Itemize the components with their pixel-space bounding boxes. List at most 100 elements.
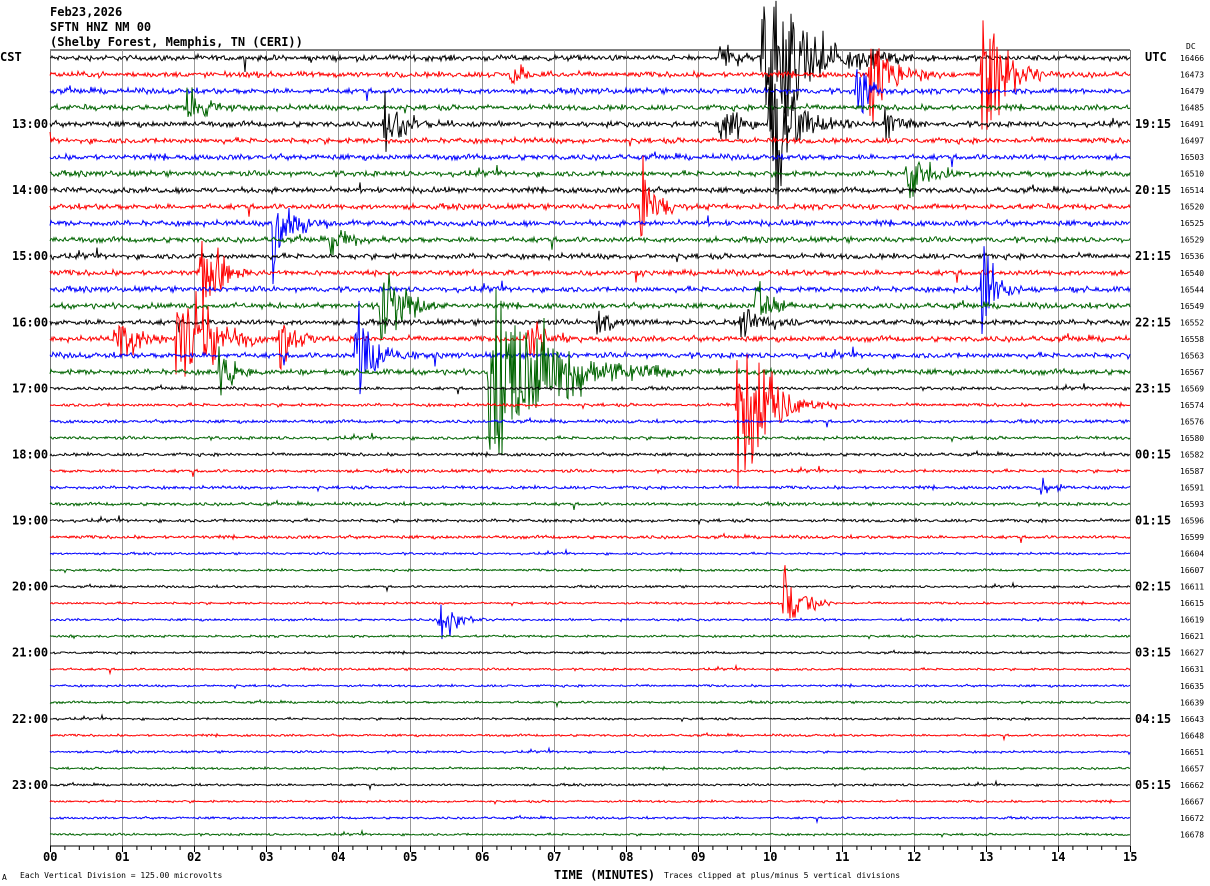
seismic-trace xyxy=(49,291,1131,377)
x-tick-label: 14 xyxy=(1051,850,1065,864)
cst-hour-label: 14:00 xyxy=(12,183,48,197)
seismic-trace xyxy=(49,581,1131,593)
utc-hour-label: 20:15 xyxy=(1135,183,1171,197)
dc-value: 16580 xyxy=(1180,434,1204,443)
dc-value: 16678 xyxy=(1180,830,1204,839)
dc-value: 16525 xyxy=(1180,219,1204,228)
seismic-trace xyxy=(49,155,1131,237)
seismic-trace xyxy=(49,449,1131,459)
traces xyxy=(49,0,1131,838)
seismic-trace xyxy=(49,604,1131,640)
seismic-trace xyxy=(49,272,1131,342)
dc-value: 16587 xyxy=(1180,467,1204,476)
seismic-trace xyxy=(49,465,1131,477)
dc-value: 16510 xyxy=(1180,170,1204,179)
dc-label: DC xyxy=(1186,42,1196,51)
utc-hour-label: 05:15 xyxy=(1135,778,1171,792)
seismic-trace xyxy=(49,499,1131,510)
seismic-trace xyxy=(49,247,1131,263)
seismic-trace xyxy=(49,151,1131,168)
seismic-trace xyxy=(49,713,1131,723)
dc-value: 16549 xyxy=(1180,302,1204,311)
dc-value: 16627 xyxy=(1180,649,1204,658)
dc-value: 16497 xyxy=(1180,137,1204,146)
seismic-trace xyxy=(49,548,1131,557)
dc-value: 16591 xyxy=(1180,484,1204,493)
seismic-trace xyxy=(49,416,1131,428)
seismic-trace xyxy=(49,698,1131,709)
x-tick-label: 02 xyxy=(187,850,201,864)
seismic-trace xyxy=(49,240,1131,321)
dc-value: 16576 xyxy=(1180,417,1204,426)
seismic-trace xyxy=(49,383,1131,395)
dc-value: 16569 xyxy=(1180,384,1204,393)
dc-value: 16662 xyxy=(1180,781,1204,790)
dc-value: 16567 xyxy=(1180,368,1204,377)
seismic-trace xyxy=(49,532,1131,543)
cst-label: CST xyxy=(0,50,22,64)
dc-value: 16593 xyxy=(1180,500,1204,509)
date-title: Feb23,2026 xyxy=(50,5,122,19)
dc-value: 16596 xyxy=(1180,517,1204,526)
dc-value: 16604 xyxy=(1180,550,1204,559)
utc-hour-label: 02:15 xyxy=(1135,580,1171,594)
dc-value: 16643 xyxy=(1180,715,1204,724)
x-tick-label: 03 xyxy=(259,850,273,864)
x-tick-label: 11 xyxy=(835,850,849,864)
seismic-trace xyxy=(49,567,1130,574)
scale-note: Each Vertical Division = 125.00 microvol… xyxy=(20,871,222,880)
time-labels: 16466 16473 16479 16485 16491 16497 16503 16510… xyxy=(12,54,1204,839)
utc-hour-label: 01:15 xyxy=(1135,514,1171,528)
x-tick-label: 10 xyxy=(763,850,777,864)
x-tick-label: 12 xyxy=(907,850,921,864)
cst-hour-label: 16:00 xyxy=(12,315,48,329)
dc-value: 16621 xyxy=(1180,632,1204,641)
seismic-trace xyxy=(49,308,1131,338)
utc-hour-label: 19:15 xyxy=(1135,117,1171,131)
dc-value: 16582 xyxy=(1180,450,1204,459)
dc-value: 16520 xyxy=(1180,203,1204,212)
clip-note: Traces clipped at plus/minus 5 vertical … xyxy=(664,871,900,880)
x-tick-label: 13 xyxy=(979,850,993,864)
dc-value: 16672 xyxy=(1180,814,1204,823)
seismic-trace xyxy=(49,828,1131,838)
seismic-trace xyxy=(49,83,1131,207)
seismic-trace xyxy=(49,633,1131,640)
seismic-trace xyxy=(50,477,1131,495)
utc-hour-label: 23:15 xyxy=(1135,381,1171,395)
cst-hour-label: 15:00 xyxy=(12,249,48,263)
dc-value: 16536 xyxy=(1180,252,1204,261)
utc-hour-label: 04:15 xyxy=(1135,712,1171,726)
x-tick-label: 08 xyxy=(619,850,633,864)
dc-value: 16631 xyxy=(1180,665,1204,674)
utc-hour-label: 00:15 xyxy=(1135,447,1171,461)
x-tick-label: 06 xyxy=(475,850,489,864)
x-tick-label: 00 xyxy=(43,850,57,864)
utc-hour-label: 03:15 xyxy=(1135,646,1171,660)
corner-mark: A xyxy=(2,873,7,882)
seismic-trace xyxy=(49,207,1131,285)
dc-value: 16540 xyxy=(1180,269,1204,278)
dc-value: 16529 xyxy=(1180,236,1204,245)
dc-value: 16479 xyxy=(1180,87,1204,96)
dc-value: 16599 xyxy=(1180,533,1204,542)
dc-value: 16466 xyxy=(1180,54,1204,63)
dc-value: 16611 xyxy=(1180,583,1204,592)
station-title: SFTN HNZ NM 00 xyxy=(50,20,151,34)
utc-hour-label: 21:15 xyxy=(1135,249,1171,263)
dc-value: 16648 xyxy=(1180,731,1204,740)
dc-value: 16639 xyxy=(1180,698,1204,707)
seismic-trace xyxy=(49,814,1131,825)
cst-hour-label: 19:00 xyxy=(12,514,48,528)
dc-value: 16491 xyxy=(1180,120,1204,129)
x-axis-title: TIME (MINUTES) xyxy=(554,868,655,882)
dc-value: 16635 xyxy=(1180,682,1204,691)
dc-value: 16544 xyxy=(1180,285,1204,294)
dc-value: 16558 xyxy=(1180,335,1204,344)
seismic-trace xyxy=(49,20,1131,130)
seismic-trace xyxy=(49,160,1131,199)
seismic-trace xyxy=(49,354,1131,488)
dc-value: 16552 xyxy=(1180,318,1204,327)
seismic-trace xyxy=(49,432,1131,443)
